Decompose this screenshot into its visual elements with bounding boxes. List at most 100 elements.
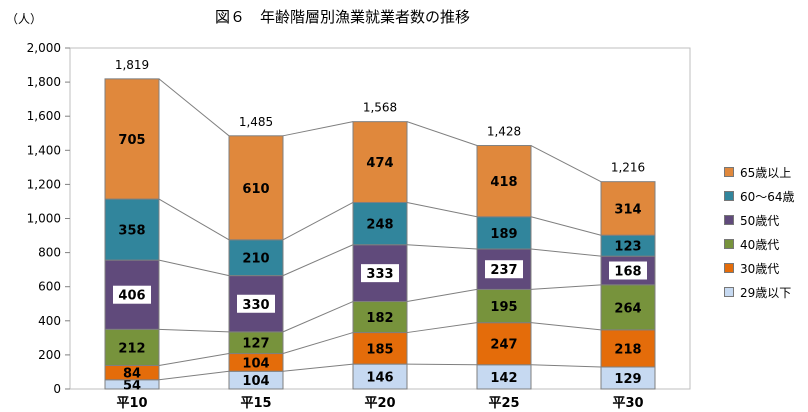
bar-segment xyxy=(352,332,408,365)
series-connector-line xyxy=(406,322,478,334)
bar-segment xyxy=(476,216,532,250)
data-label: 406 xyxy=(118,289,145,304)
data-label-box xyxy=(485,260,523,279)
legend-label: 40歳代 xyxy=(740,237,780,252)
data-label: 185 xyxy=(366,342,393,357)
data-label: 182 xyxy=(366,311,393,326)
data-label: 314 xyxy=(614,202,641,217)
series-connector-line xyxy=(530,145,602,183)
series-connector-line xyxy=(158,328,230,333)
y-tick-label: 400 xyxy=(38,314,61,328)
series-connector-line xyxy=(282,244,354,277)
series-connector-line xyxy=(158,198,230,241)
bar-segment xyxy=(352,121,408,203)
total-label: 1,428 xyxy=(487,125,521,139)
series-connector-line xyxy=(282,301,354,333)
chart-title: 図６ 年齢階層別漁業就業者数の推移 xyxy=(215,8,471,26)
data-label: 104 xyxy=(242,356,269,371)
bar-segment xyxy=(352,363,408,390)
legend-label: 50歳代 xyxy=(740,213,780,228)
legend-swatch xyxy=(724,287,734,297)
legend-swatch xyxy=(724,167,734,177)
series-connector-line xyxy=(158,78,230,137)
series-connector-line xyxy=(406,244,478,250)
bar-segment xyxy=(228,135,284,241)
data-label: 142 xyxy=(490,371,517,386)
bar-segment xyxy=(600,181,656,236)
x-tick-label: 平30 xyxy=(612,396,643,411)
data-label: 210 xyxy=(242,252,269,267)
y-tick-label: 800 xyxy=(38,246,61,260)
y-tick-label: 0 xyxy=(53,382,61,396)
series-connector-line xyxy=(530,248,602,257)
y-tick-label: 600 xyxy=(38,280,61,294)
legend-swatch xyxy=(724,191,734,201)
bar-segment xyxy=(476,145,532,218)
y-tick-label: 1,000 xyxy=(27,212,61,226)
bar-segment xyxy=(104,328,160,366)
data-label: 248 xyxy=(366,218,393,233)
total-label: 1,819 xyxy=(115,58,149,72)
data-label: 168 xyxy=(614,265,641,280)
data-label: 333 xyxy=(366,267,393,282)
series-connector-line xyxy=(282,363,354,372)
bar-segment xyxy=(104,198,160,261)
y-tick-label: 1,400 xyxy=(27,143,61,157)
series-connector-line xyxy=(282,121,354,137)
y-tick-label: 200 xyxy=(38,348,61,362)
legend-label: 30歳代 xyxy=(740,261,780,276)
series-connector-line xyxy=(406,288,478,303)
data-label: 54 xyxy=(123,378,141,393)
legend: 65歳以上 60～64歳 50歳代 40歳代 30歳代 29歳以下 xyxy=(724,160,795,304)
bar-segment xyxy=(228,239,284,277)
total-label: 1,568 xyxy=(363,101,397,115)
series-connector-line xyxy=(530,284,602,290)
series-connector-line xyxy=(406,201,478,218)
data-label: 129 xyxy=(614,372,641,387)
data-label: 474 xyxy=(366,156,393,171)
data-label-box xyxy=(361,264,399,283)
data-label: 705 xyxy=(118,133,145,148)
data-label: 212 xyxy=(118,341,145,356)
bar-segment xyxy=(352,201,408,246)
series-connector-line xyxy=(158,259,230,277)
data-label-box xyxy=(113,285,151,304)
legend-item: 29歳以下 xyxy=(724,280,795,304)
series-connector-line xyxy=(530,364,602,368)
bar-segment xyxy=(104,78,160,200)
series-connector-line xyxy=(406,363,478,366)
y-tick-label: 2,000 xyxy=(27,41,61,55)
data-label: 247 xyxy=(490,338,517,353)
y-axis-unit: （人） xyxy=(6,12,43,26)
legend-swatch xyxy=(724,215,734,225)
data-label: 127 xyxy=(242,337,269,352)
data-label: 84 xyxy=(123,367,141,382)
bar-segment xyxy=(352,301,408,334)
legend-swatch xyxy=(724,263,734,273)
x-tick-label: 平15 xyxy=(240,396,271,411)
data-label: 123 xyxy=(614,240,641,255)
bar-segment xyxy=(476,322,532,366)
y-tick-label: 1,800 xyxy=(27,75,61,89)
data-label: 189 xyxy=(490,227,517,242)
x-tick-label: 平25 xyxy=(488,396,519,411)
data-label: 104 xyxy=(242,374,269,389)
series-connector-line xyxy=(530,216,602,236)
series-connector-line xyxy=(406,121,478,146)
legend-label: 60～64歳 xyxy=(740,189,795,204)
total-label: 1,485 xyxy=(239,115,273,129)
x-tick-label: 平10 xyxy=(116,396,147,411)
data-label: 264 xyxy=(614,301,641,316)
data-label: 610 xyxy=(242,182,269,197)
series-connector-line xyxy=(158,370,230,381)
legend-item: 40歳代 xyxy=(724,232,795,256)
data-label-box xyxy=(609,261,647,280)
data-label: 358 xyxy=(118,224,145,239)
legend-label: 65歳以上 xyxy=(740,165,792,180)
x-tick-label: 平20 xyxy=(364,396,395,411)
y-tick-label: 1,600 xyxy=(27,109,61,123)
series-connector-line xyxy=(158,353,230,366)
legend-swatch xyxy=(724,239,734,249)
data-label: 146 xyxy=(366,371,393,386)
